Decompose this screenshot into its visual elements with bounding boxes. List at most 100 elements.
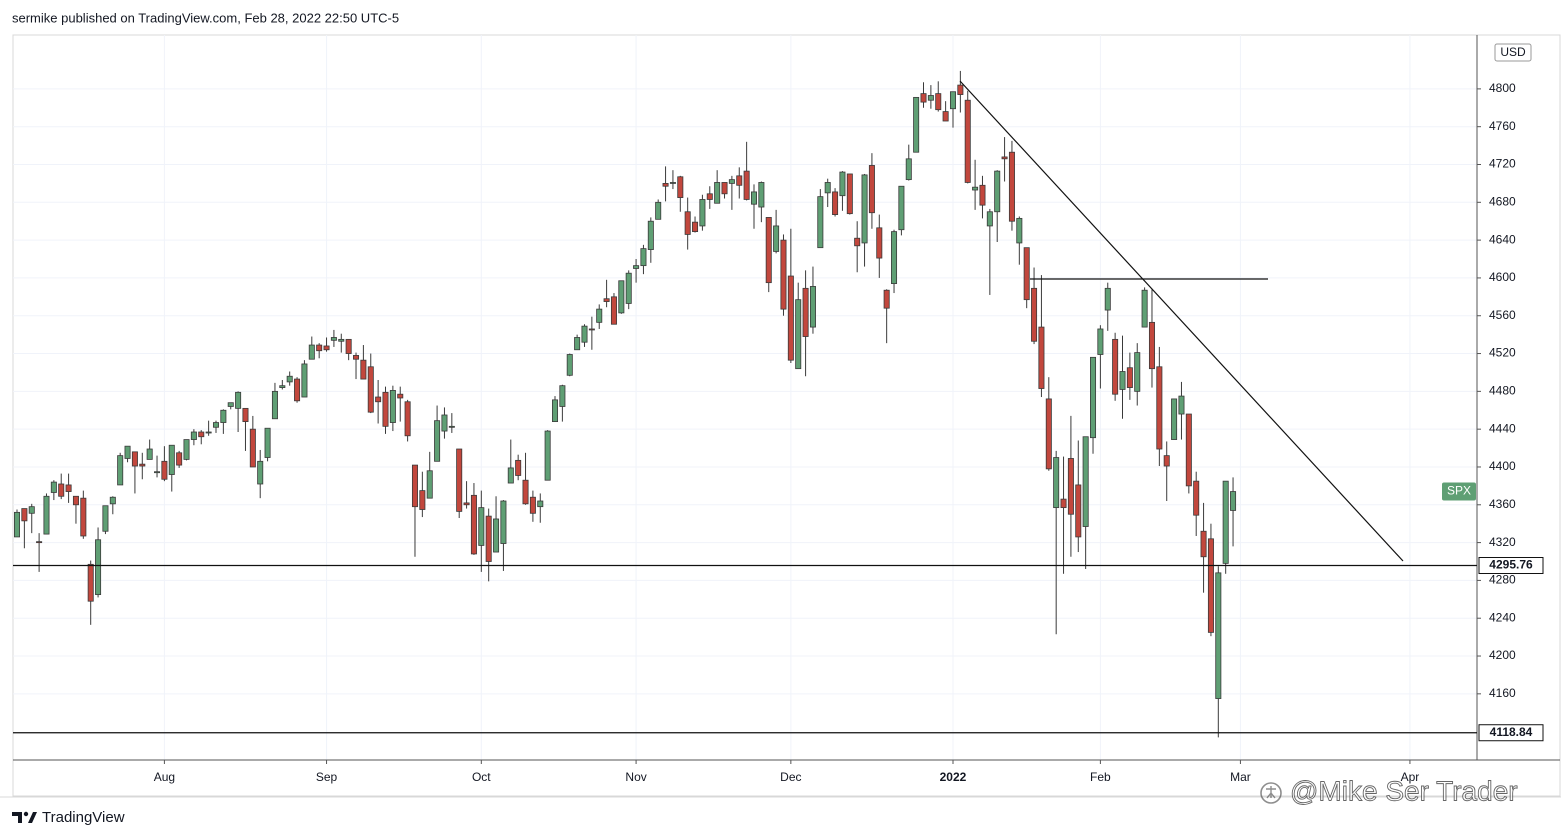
candle-body xyxy=(765,217,772,284)
candle-body xyxy=(95,539,102,595)
candles xyxy=(13,70,1237,738)
candle-body xyxy=(824,182,831,194)
candle-body xyxy=(286,375,293,383)
candle-body xyxy=(640,248,647,267)
candle-body xyxy=(80,497,87,537)
candle-body xyxy=(795,299,802,370)
candle-body xyxy=(920,93,927,103)
candle-body xyxy=(515,459,522,476)
candle-body xyxy=(773,225,780,252)
y-tick-label: 4440 xyxy=(1489,421,1516,435)
candle-body xyxy=(375,396,382,403)
candle-body xyxy=(964,99,971,183)
candle-body xyxy=(279,385,286,388)
watermark-icon xyxy=(1260,782,1282,804)
candle-body xyxy=(72,495,79,506)
candle-body xyxy=(618,280,625,314)
candle-body xyxy=(927,95,934,101)
candle-body xyxy=(596,308,603,323)
currency-label: USD xyxy=(1500,45,1526,59)
candle-body xyxy=(448,425,455,428)
candle-body xyxy=(876,227,883,259)
candle-body xyxy=(633,265,640,269)
candle-body xyxy=(87,563,94,602)
candle-body xyxy=(168,444,175,475)
candle-body xyxy=(854,237,861,247)
footer-brand: TradingView xyxy=(42,809,125,826)
candle-body xyxy=(146,448,153,460)
candle-body xyxy=(124,445,131,459)
candle-body xyxy=(891,231,898,284)
candle-body xyxy=(345,338,352,354)
candle-body xyxy=(839,171,846,197)
currency-box xyxy=(1494,43,1532,62)
candle-body xyxy=(21,508,28,522)
candle-body xyxy=(905,158,912,181)
x-tick-label: Dec xyxy=(780,770,801,784)
publish-header: sermike published on TradingView.com, Fe… xyxy=(12,10,399,25)
candle-body xyxy=(1171,398,1178,440)
candle-body xyxy=(1119,371,1126,390)
candle-body xyxy=(235,391,242,409)
trend-line xyxy=(959,80,1404,562)
candle-body xyxy=(949,91,956,110)
candle-body xyxy=(728,179,735,184)
x-tick-label: Aug xyxy=(154,770,175,784)
candle-body xyxy=(397,393,404,399)
candle-body xyxy=(706,193,713,200)
candle-body xyxy=(1067,458,1074,515)
candle-body xyxy=(817,196,824,249)
candle-body xyxy=(271,390,278,420)
candle-body xyxy=(669,182,676,184)
candle-body xyxy=(1060,498,1067,509)
candle-body xyxy=(154,471,161,474)
y-tick-label: 4680 xyxy=(1489,194,1516,208)
candle-body xyxy=(117,455,124,486)
candle-body xyxy=(625,272,632,304)
y-tick-label: 4280 xyxy=(1489,573,1516,587)
candle-body xyxy=(913,96,920,153)
grid: 4160 4200 4240 4280 4320 4360 4400 4440 4480 4520… xyxy=(13,35,1516,784)
candle-body xyxy=(330,337,337,341)
y-tick-label: 4560 xyxy=(1489,308,1516,322)
candle-body xyxy=(846,173,853,215)
candle-body xyxy=(662,183,669,187)
candle-body xyxy=(434,420,441,462)
x-tick-label: 2022 xyxy=(940,770,967,784)
y-tick-label: 4600 xyxy=(1489,270,1516,284)
candle-body xyxy=(294,378,301,402)
price-level-box xyxy=(1478,724,1544,742)
candle-body xyxy=(1185,413,1192,487)
candle-body xyxy=(367,366,374,413)
candle-body xyxy=(787,275,794,361)
candle-body xyxy=(441,414,448,432)
candle-body xyxy=(736,175,743,186)
candle-body xyxy=(485,515,492,562)
candle-body xyxy=(684,211,691,235)
candle-body xyxy=(50,481,57,493)
candle-body xyxy=(1141,289,1148,328)
candle-body xyxy=(65,484,72,492)
candle-body xyxy=(323,345,330,351)
candle-body xyxy=(257,460,264,485)
y-tick-label: 4400 xyxy=(1489,459,1516,473)
candle-body xyxy=(809,286,816,328)
x-tick-label: Sep xyxy=(316,770,338,784)
candle-body xyxy=(308,344,315,360)
candle-body xyxy=(131,451,138,467)
candle-body xyxy=(994,170,1001,213)
candle-body xyxy=(183,439,190,460)
price-level-label: 4118.84 xyxy=(1490,725,1533,739)
x-tick-label: Nov xyxy=(625,770,646,784)
y-tick-label: 4200 xyxy=(1489,648,1516,662)
candle-body xyxy=(36,541,43,544)
candle-body xyxy=(780,239,787,310)
candle-body xyxy=(1001,156,1008,160)
candle-body xyxy=(190,431,197,440)
candle-body xyxy=(1134,352,1141,392)
candle-body xyxy=(43,495,50,535)
price-level-label: 4295.76 xyxy=(1489,558,1533,572)
candle-body xyxy=(1156,366,1163,450)
